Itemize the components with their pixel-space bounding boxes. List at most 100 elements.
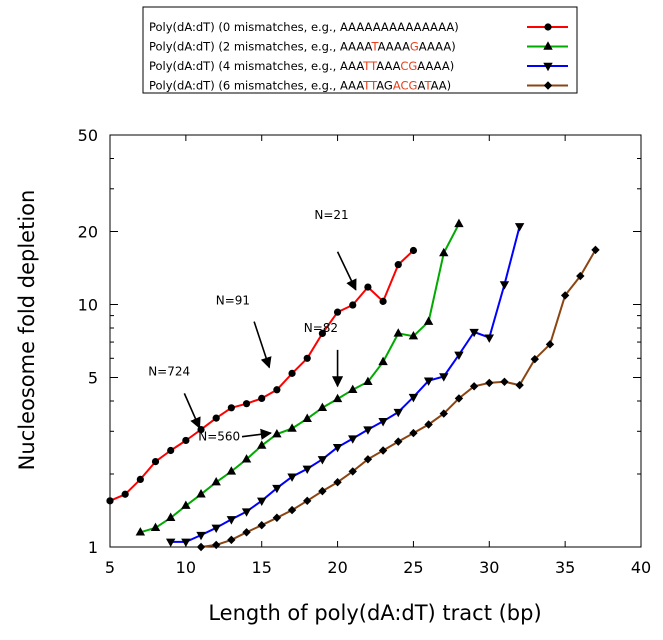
- legend-box: [142, 6, 578, 94]
- data-point: [151, 457, 160, 466]
- data-point: [196, 542, 206, 552]
- x-axis-label: Length of poly(dA:dT) tract (bp): [208, 601, 541, 625]
- series-2: [165, 223, 525, 548]
- annotations: N=21 N=91 N=82 N=724 N=560: [148, 208, 357, 443]
- data-point: [393, 328, 403, 337]
- annotation-arrow: [253, 321, 272, 369]
- data-point: [439, 373, 449, 382]
- data-point: [241, 508, 252, 517]
- data-point: [242, 400, 251, 408]
- x-tick-label: 20: [327, 558, 347, 577]
- data-point: [181, 538, 191, 548]
- legend-text-part: AAAA: [378, 40, 411, 54]
- data-point: [454, 218, 464, 228]
- data-point: [469, 382, 479, 391]
- data-point: [167, 446, 175, 455]
- annotation: N=21: [314, 208, 357, 291]
- data-point: [212, 414, 220, 422]
- legend-text-part: AAA: [376, 59, 400, 73]
- data-point: [348, 435, 358, 444]
- legend-highlight: A: [393, 79, 401, 93]
- data-point: [287, 505, 297, 515]
- data-point: [333, 478, 342, 487]
- data-point: [576, 271, 585, 281]
- legend-text-part: Poly(dA:dT) (6 mismatches, e.g., AAA: [149, 79, 364, 93]
- data-point: [363, 426, 373, 435]
- legend-highlight: CG: [400, 59, 417, 73]
- legend-text-part: AA): [431, 79, 452, 93]
- data-point: [485, 378, 494, 388]
- data-point: [378, 356, 388, 366]
- legend-text-part: A: [417, 79, 425, 93]
- data-point: [106, 497, 114, 505]
- data-point: [150, 522, 161, 531]
- series-0: [106, 246, 418, 505]
- x-tick-label: 25: [403, 558, 423, 577]
- data-point: [287, 473, 297, 482]
- data-point: [318, 329, 326, 338]
- data-point: [288, 369, 296, 377]
- x-tick-label: 5: [105, 558, 115, 577]
- y-axis-label: Nucleosome fold depletion: [15, 190, 39, 471]
- series-line: [170, 226, 521, 543]
- legend-highlight: TT: [362, 59, 378, 73]
- data-point: [394, 437, 403, 446]
- data-point: [439, 409, 448, 418]
- x-tick-label: 15: [252, 558, 272, 577]
- legend-entry: Poly(dA:dT) (2 mismatches, e.g., AAAATAA…: [149, 40, 568, 54]
- legend-entry: Poly(dA:dT) (4 mismatches, e.g., AAATTAA…: [149, 59, 568, 73]
- data-point: [257, 497, 267, 507]
- data-point: [378, 446, 388, 455]
- data-point: [439, 247, 449, 257]
- legend-highlight: TT: [362, 79, 378, 93]
- data-point: [348, 384, 358, 393]
- data-point: [348, 467, 357, 476]
- data-point: [408, 393, 419, 403]
- x-tick-label: 10: [176, 558, 196, 577]
- y-axis: 1 5 10 20 50: [78, 126, 641, 557]
- data-point: [379, 297, 387, 305]
- data-point: [500, 377, 509, 386]
- legend-highlight: T: [423, 79, 432, 93]
- data-point: [211, 524, 221, 533]
- annotation-arrow: [336, 251, 357, 291]
- legend-entry: Poly(dA:dT) (6 mismatches, e.g., AAATTAG…: [149, 79, 568, 93]
- data-point: [272, 428, 282, 438]
- data-point: [196, 489, 206, 498]
- data-point: [242, 528, 251, 537]
- data-point: [273, 386, 281, 394]
- data-point: [181, 500, 191, 509]
- data-point: [272, 484, 282, 494]
- data-point: [469, 328, 479, 338]
- data-point: [317, 402, 328, 411]
- legend: Poly(dA:dT) (0 mismatches, e.g., AAAAAAA…: [142, 6, 578, 94]
- data-point: [423, 377, 434, 386]
- plot-area: [109, 134, 642, 548]
- legend-swatch-marker: [543, 41, 553, 50]
- data-point: [560, 291, 570, 300]
- legend-text-part: AAAA): [417, 59, 454, 73]
- y-tick-label: 5: [88, 368, 98, 387]
- annotation: N=724: [148, 364, 201, 429]
- data-point: [333, 308, 342, 316]
- y-tick-label: 50: [78, 126, 98, 145]
- data-point: [257, 440, 267, 449]
- data-point: [363, 376, 373, 385]
- y-tick-label: 20: [78, 223, 98, 242]
- data-point: [332, 443, 343, 453]
- legend-label: Poly(dA:dT) (0 mismatches, e.g., AAAAAAA…: [149, 20, 459, 34]
- data-point: [257, 520, 266, 530]
- legend-entry: Poly(dA:dT) (0 mismatches, e.g., AAAAAAA…: [149, 20, 568, 34]
- data-point: [302, 465, 312, 475]
- data-point: [363, 455, 373, 464]
- data-point: [332, 393, 343, 403]
- data-point: [364, 283, 372, 291]
- data-point: [349, 301, 357, 309]
- data-point: [423, 316, 434, 325]
- data-point: [409, 246, 418, 255]
- legend-swatch-marker: [544, 23, 552, 31]
- data-point: [211, 477, 221, 486]
- series-layer: [106, 218, 600, 552]
- data-point: [227, 404, 235, 412]
